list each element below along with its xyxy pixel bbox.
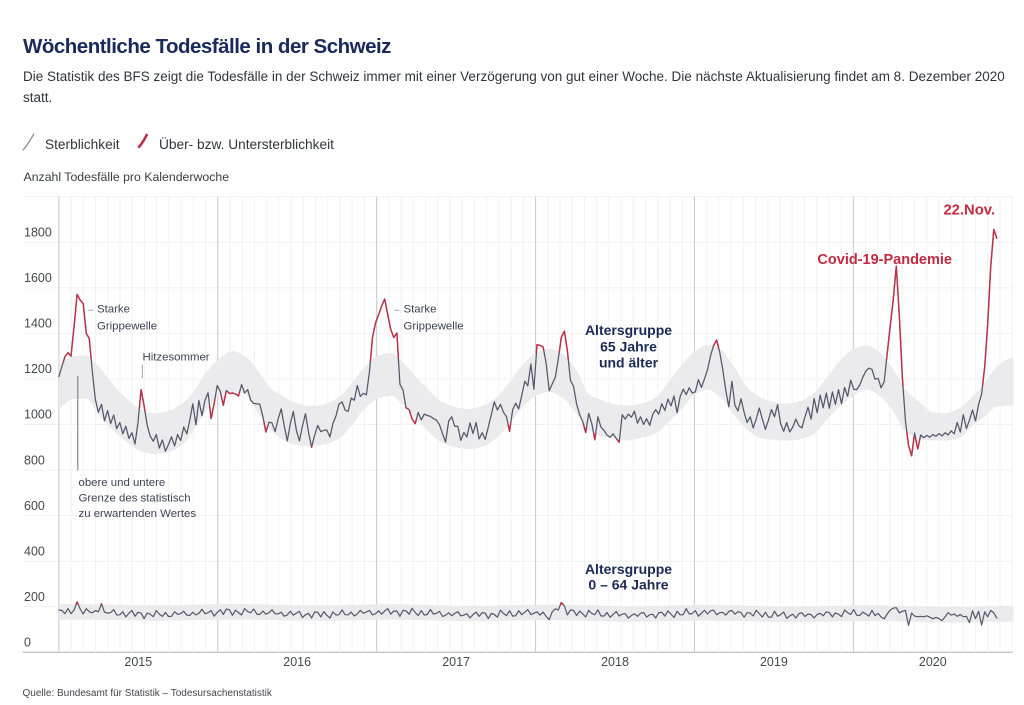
svg-text:2016: 2016 [283, 655, 311, 669]
svg-text:Starke: Starke [404, 304, 437, 316]
svg-text:1000: 1000 [24, 408, 52, 422]
svg-text:Covid-19-Pandemie: Covid-19-Pandemie [817, 252, 952, 268]
svg-text:0 – 64 Jahre: 0 – 64 Jahre [588, 577, 668, 593]
svg-text:Altersgruppe: Altersgruppe [585, 322, 672, 338]
svg-text:22.Nov.: 22.Nov. [943, 203, 995, 219]
svg-text:2018: 2018 [601, 655, 629, 669]
svg-text:1600: 1600 [24, 271, 52, 285]
svg-text:2020: 2020 [919, 655, 947, 669]
svg-text:Grippewelle: Grippewelle [404, 321, 464, 333]
svg-text:2019: 2019 [760, 655, 788, 669]
svg-text:600: 600 [24, 499, 45, 513]
svg-text:1400: 1400 [24, 317, 52, 331]
svg-text:2017: 2017 [442, 655, 470, 669]
svg-text:2015: 2015 [124, 655, 152, 669]
svg-text:Hitzesommer: Hitzesommer [143, 352, 210, 364]
svg-text:zu erwartenden Wertes: zu erwartenden Wertes [79, 508, 197, 520]
svg-text:Grenze des statistisch: Grenze des statistisch [79, 493, 191, 505]
svg-text:1800: 1800 [24, 226, 52, 240]
svg-text:1200: 1200 [24, 362, 52, 376]
svg-text:Altersgruppe: Altersgruppe [585, 561, 672, 577]
svg-text:200: 200 [24, 590, 45, 604]
svg-text:800: 800 [24, 453, 45, 467]
svg-text:65 Jahre: 65 Jahre [600, 338, 657, 354]
svg-text:Grippewelle: Grippewelle [97, 321, 157, 333]
svg-text:0: 0 [24, 636, 31, 650]
svg-text:obere und untere: obere und untere [79, 477, 166, 489]
svg-text:und älter: und älter [599, 355, 659, 371]
svg-text:Starke: Starke [97, 304, 130, 316]
svg-text:400: 400 [24, 544, 45, 558]
